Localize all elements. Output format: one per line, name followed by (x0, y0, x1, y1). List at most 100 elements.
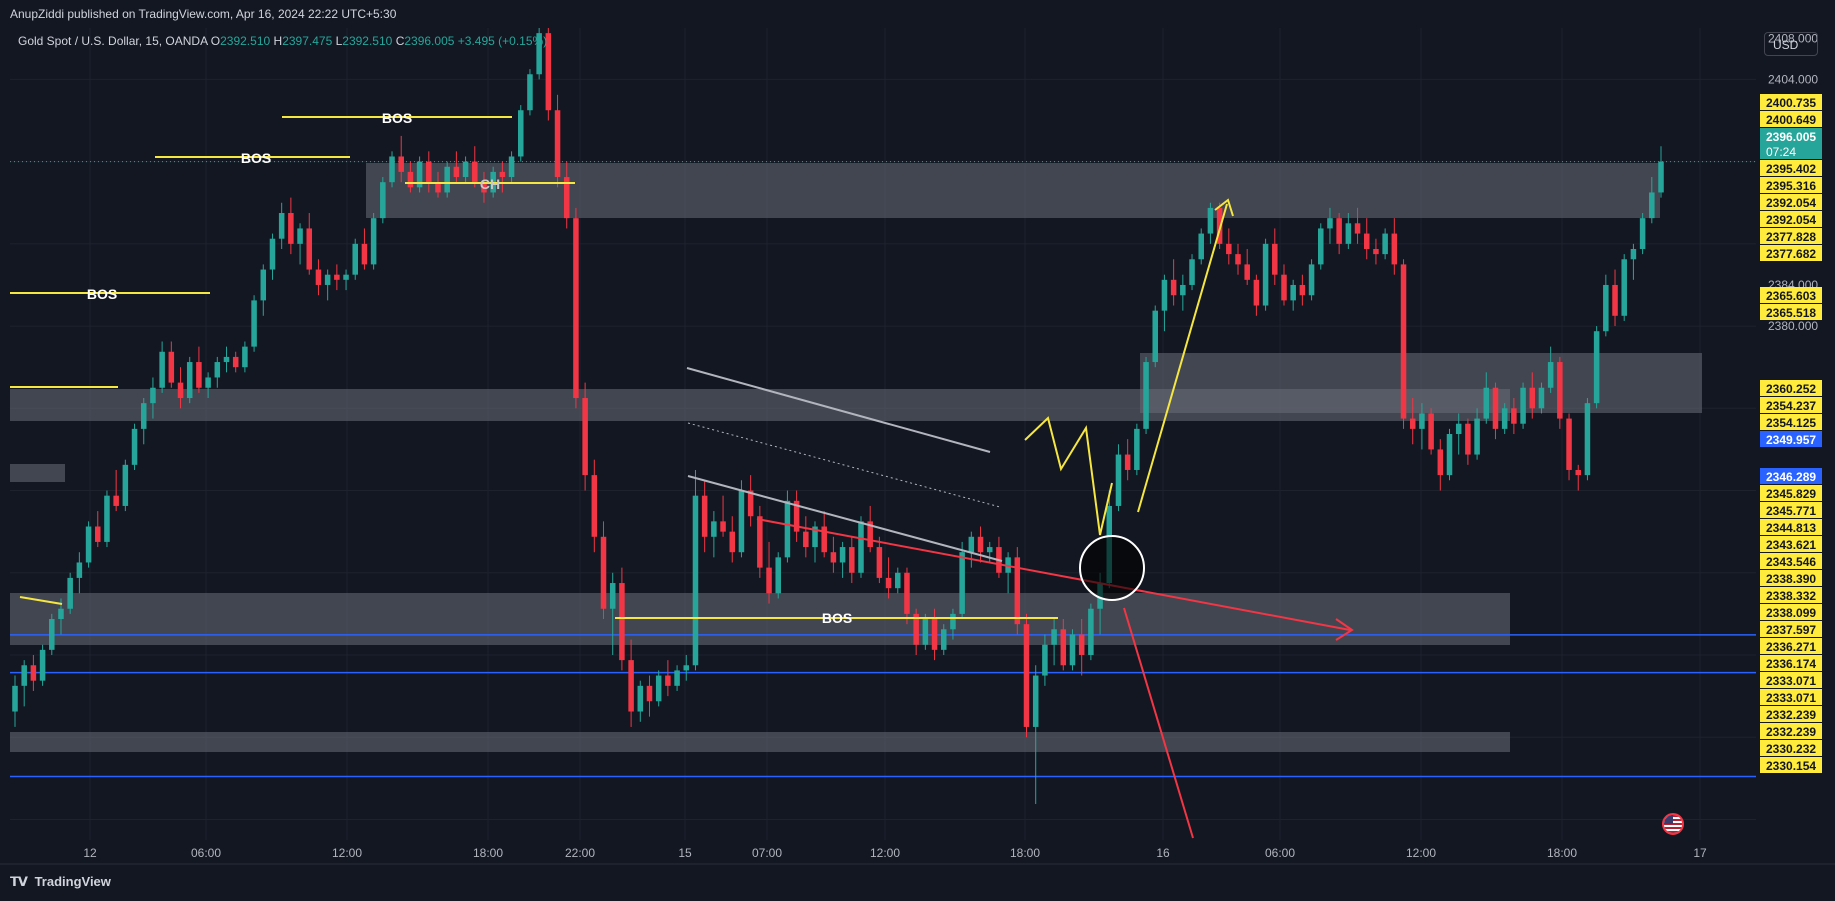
candle-body (361, 243, 368, 265)
price-label: 2344.813 (1766, 521, 1816, 535)
currency-selector[interactable]: USD (1764, 32, 1818, 56)
candle-body (1069, 634, 1076, 666)
symbol-legend: Gold Spot / U.S. Dollar, 15, OANDA O 2392… (18, 34, 547, 48)
candle-body (1134, 428, 1140, 470)
price-label-box (1760, 414, 1822, 430)
close-value: 2396.005 (404, 34, 455, 48)
price-label-box (1760, 94, 1822, 110)
candle-body (1198, 233, 1204, 260)
horizontal-levels (10, 634, 1756, 778)
price-label: 2345.771 (1766, 504, 1816, 518)
price-label: 2338.332 (1766, 589, 1816, 603)
candle-body (1345, 223, 1352, 244)
candle-body (315, 269, 322, 285)
x-tick-label: 12:00 (870, 846, 900, 860)
candle-body (1327, 218, 1333, 229)
candle-body (766, 567, 772, 594)
candle-body (398, 156, 404, 172)
candle-body (959, 552, 965, 614)
candle-body (472, 161, 478, 183)
symbol-name: Gold Spot / U.S. Dollar, 15, OANDA (18, 34, 208, 48)
candle-body (665, 675, 671, 686)
candle-body (1382, 233, 1388, 255)
candle-body (214, 362, 221, 378)
low-key: L (335, 34, 343, 48)
price-label: 2343.546 (1766, 555, 1816, 569)
ch-label: CH (480, 176, 500, 192)
candle-body (895, 572, 901, 589)
price-label-box (1760, 468, 1822, 484)
candle-body (1437, 449, 1444, 476)
us-flag-icon[interactable] (1662, 813, 1684, 835)
candle-body (1373, 248, 1379, 255)
price-label-box (1760, 536, 1822, 552)
zone-small-left (10, 464, 65, 482)
price-label: 2349.957 (1766, 433, 1816, 447)
x-tick-label: 12 (83, 846, 97, 860)
candle-body (757, 516, 763, 568)
candle-body (223, 356, 230, 363)
candle-body (1557, 362, 1563, 419)
price-label-box (1760, 757, 1822, 773)
candle-body (1152, 310, 1159, 363)
candle-body (1363, 233, 1370, 249)
x-tick-label: 17 (1693, 846, 1707, 860)
price-label-box (1760, 638, 1822, 654)
candle-body (812, 526, 818, 548)
candle-body (462, 161, 469, 178)
yellow-zigzag-1 (1024, 416, 1113, 536)
candle-body (370, 218, 377, 265)
candle-body (30, 665, 37, 681)
x-tick-label: 16 (1156, 846, 1170, 860)
candle-body (1253, 279, 1260, 306)
candle-body (1078, 634, 1085, 655)
candle-body (380, 182, 386, 219)
candle-body (453, 166, 460, 178)
bos-label: BOS (87, 286, 117, 302)
candle-body (1088, 608, 1094, 655)
candle-body (591, 475, 598, 537)
candle-body (858, 521, 864, 573)
price-label: 2354.125 (1766, 416, 1816, 430)
candle-body (416, 161, 423, 188)
candle-body (1483, 387, 1490, 419)
candle-body (159, 351, 165, 388)
price-label: 2332.239 (1766, 708, 1816, 722)
candle-body (95, 526, 101, 542)
candle-body (876, 547, 883, 578)
candle-body (1124, 454, 1131, 470)
candle-body (288, 213, 294, 244)
low-value: 2392.510 (342, 34, 393, 48)
candle-body (196, 362, 202, 388)
price-label: 2330.154 (1766, 759, 1816, 773)
candle-body (122, 464, 129, 506)
bos-label: BOS (382, 110, 412, 126)
price-label-box (1760, 287, 1822, 303)
bos-label: BOS (241, 150, 271, 166)
candle-body (186, 362, 193, 399)
price-label-box (1760, 228, 1822, 244)
candle-body (1023, 624, 1030, 727)
candle-body (563, 177, 570, 219)
candle-body (49, 619, 55, 650)
candle-body (269, 238, 276, 270)
close-key: C (395, 34, 405, 48)
x-tick-label: 18:00 (1010, 846, 1040, 860)
candle-body (1492, 387, 1499, 429)
candle-body (1032, 675, 1039, 727)
price-label-box (1760, 553, 1822, 569)
open-key: O (210, 34, 221, 48)
candle-body (1455, 423, 1462, 434)
candle-body (701, 495, 708, 537)
candle-body (1630, 248, 1637, 260)
candle-body (913, 613, 919, 645)
price-label-box (1760, 621, 1822, 637)
candle-body (278, 213, 285, 239)
candle-body (435, 182, 441, 193)
candle-body (140, 403, 147, 429)
zone-top (366, 163, 1660, 218)
candle-body (481, 182, 487, 193)
candle-body (58, 608, 64, 620)
channel-lower (687, 475, 1003, 562)
